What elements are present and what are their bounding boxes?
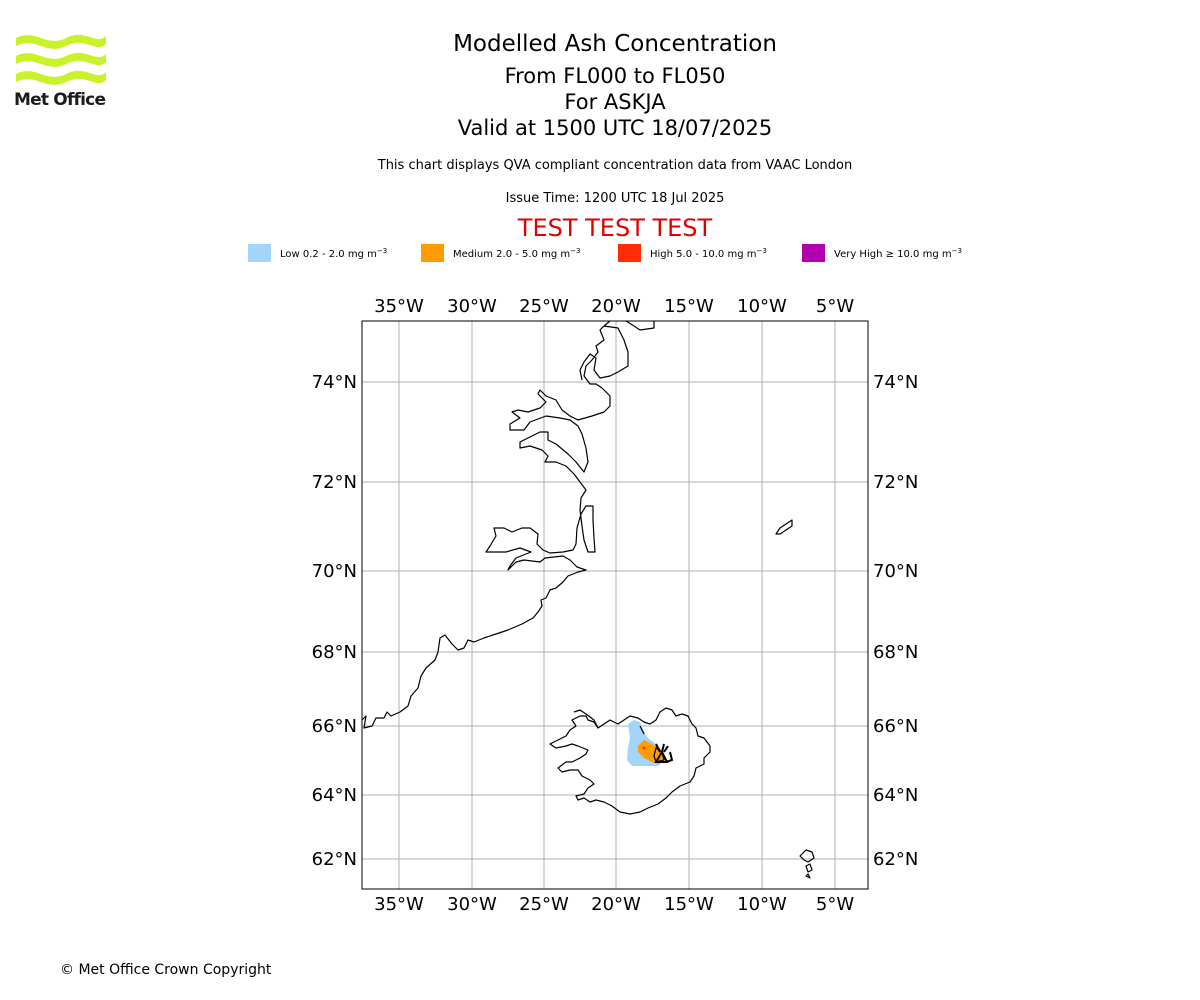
map-gridlines: [362, 321, 868, 889]
jan-mayen-coastline: [775, 519, 793, 535]
flight-level-range: From FL000 to FL050: [504, 64, 726, 88]
faroe-islands-coastline: [799, 849, 815, 879]
lat-label-right: 74°N: [873, 372, 918, 393]
met-office-wordmark: Met Office: [14, 90, 106, 110]
legend-item-medium: Medium 2.0 - 5.0 mg m−3: [421, 244, 580, 262]
met-office-waves-icon: [16, 34, 106, 85]
legend-swatch-low: [248, 244, 271, 262]
iceland-westfjords: [573, 709, 599, 729]
lon-label-bottom: 30°W: [447, 894, 497, 915]
lat-ticks-left: 74°N 72°N 70°N 68°N 66°N 64°N 62°N: [312, 372, 357, 870]
valid-time: Valid at 1500 UTC 18/07/2025: [457, 116, 773, 140]
legend-item-low: Low 0.2 - 2.0 mg m−3: [248, 244, 387, 262]
ash-plume: [627, 720, 674, 766]
lat-label-left: 68°N: [312, 642, 357, 663]
lon-label-top: 15°W: [664, 296, 714, 317]
met-office-logo: Met Office: [14, 30, 109, 112]
lon-label-bottom: 35°W: [374, 894, 424, 915]
lat-label-left: 74°N: [312, 372, 357, 393]
lon-label-top: 20°W: [591, 296, 641, 317]
lon-label-bottom: 15°W: [664, 894, 714, 915]
lat-label-left: 66°N: [312, 716, 357, 737]
concentration-legend: Low 0.2 - 2.0 mg m−3 Medium 2.0 - 5.0 mg…: [0, 244, 1200, 264]
volcano-icon: [654, 743, 674, 763]
ash-high-concentration-spot: [642, 746, 646, 750]
issue-time: Issue Time: 1200 UTC 18 Jul 2025: [505, 191, 725, 206]
lat-label-right: 66°N: [873, 716, 918, 737]
legend-label-low: Low 0.2 - 2.0 mg m: [280, 248, 377, 260]
legend-label-medium: Medium 2.0 - 5.0 mg m: [453, 248, 571, 260]
lat-label-right: 72°N: [873, 472, 918, 493]
legend-exponent: −3: [951, 246, 962, 255]
lat-label-left: 72°N: [312, 472, 357, 493]
legend-swatch-high: [618, 244, 641, 262]
lat-label-left: 64°N: [312, 785, 357, 806]
lat-label-right: 62°N: [873, 849, 918, 870]
legend-swatch-medium: [421, 244, 444, 262]
lat-label-right: 64°N: [873, 785, 918, 806]
legend-swatch-very-high: [802, 244, 825, 262]
map-frame: [361, 320, 869, 890]
lon-label-top: 25°W: [519, 296, 569, 317]
lon-label-top: 5°W: [816, 296, 854, 317]
lon-label-bottom: 10°W: [737, 894, 787, 915]
ash-map: 35°W 30°W 25°W 20°W 15°W 10°W 5°W 35°W 3…: [312, 296, 919, 915]
chart-description: This chart displays QVA compliant concen…: [377, 158, 853, 173]
copyright-notice: © Met Office Crown Copyright: [60, 962, 272, 978]
volcano-name: For ASKJA: [564, 90, 666, 114]
greenland-coastline: [362, 325, 629, 729]
test-banner: TEST TEST TEST: [517, 214, 713, 242]
greenland-northeast-coast: [603, 321, 655, 331]
lat-label-right: 70°N: [873, 561, 918, 582]
lat-label-left: 62°N: [312, 849, 357, 870]
lon-label-bottom: 20°W: [591, 894, 641, 915]
lon-ticks-top: 35°W 30°W 25°W 20°W 15°W 10°W 5°W: [374, 296, 854, 317]
legend-item-very-high: Very High ≥ 10.0 mg m−3: [802, 244, 962, 262]
lon-label-top: 30°W: [447, 296, 497, 317]
lon-label-top: 35°W: [374, 296, 424, 317]
legend-exponent: −3: [376, 246, 388, 255]
lon-label-bottom: 5°W: [816, 894, 854, 915]
lon-ticks-bottom: 35°W 30°W 25°W 20°W 15°W 10°W 5°W: [374, 894, 854, 915]
legend-label-very-high: Very High ≥ 10.0 mg m: [834, 248, 952, 260]
lat-label-right: 68°N: [873, 642, 918, 663]
chart-title: Modelled Ash Concentration: [453, 31, 777, 57]
legend-item-high: High 5.0 - 10.0 mg m−3: [618, 244, 767, 262]
lat-ticks-right: 74°N 72°N 70°N 68°N 66°N 64°N 62°N: [873, 372, 918, 870]
iceland-coastline: [549, 707, 711, 815]
lat-label-left: 70°N: [312, 561, 357, 582]
legend-exponent: −3: [756, 246, 767, 255]
lon-label-top: 10°W: [737, 296, 787, 317]
lon-label-bottom: 25°W: [519, 894, 569, 915]
legend-exponent: −3: [570, 246, 581, 255]
legend-label-high: High 5.0 - 10.0 mg m: [650, 248, 757, 260]
